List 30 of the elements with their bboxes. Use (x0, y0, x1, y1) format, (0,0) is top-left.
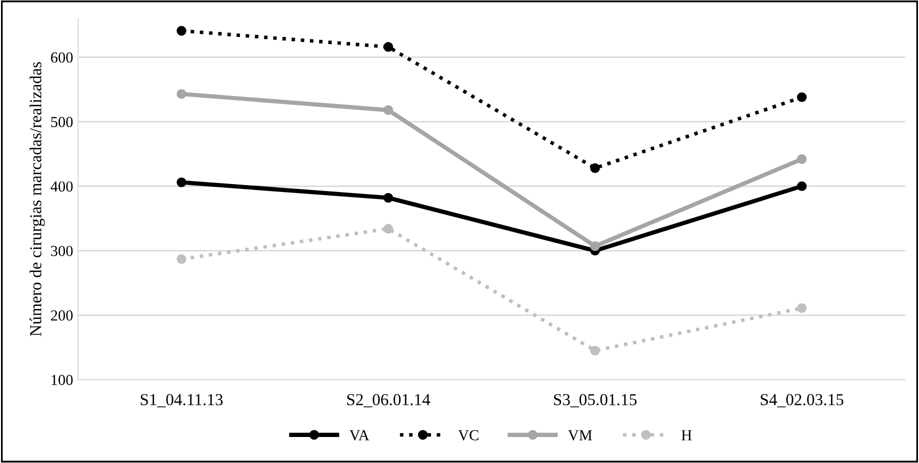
x-tick-label: S4_02.03.15 (760, 394, 844, 408)
y-tick-label: 600 (50, 52, 73, 63)
point (176, 177, 186, 188)
x-tick-label: S1_04.11.13 (140, 394, 223, 408)
point (176, 254, 186, 264)
point (796, 303, 807, 313)
y-tick-label: 500 (51, 116, 73, 128)
legend-label: VC (458, 430, 478, 440)
point (383, 42, 394, 52)
legend-label: VM (568, 430, 592, 440)
legend-label: VA (349, 430, 370, 440)
y-tick-label: 100 (52, 374, 73, 386)
y-tick-label: 400 (50, 181, 73, 192)
y-tick-label: 200 (51, 310, 73, 321)
point (383, 224, 394, 234)
point (796, 92, 807, 102)
point (796, 181, 807, 192)
point (176, 26, 186, 36)
point (590, 163, 600, 173)
point (590, 241, 600, 252)
point (590, 346, 600, 356)
point (383, 105, 394, 115)
legend-label: H (682, 430, 692, 440)
y-tick-label: 300 (51, 246, 73, 256)
point (383, 192, 394, 203)
x-tick-label: S3_05.01.15 (554, 394, 637, 408)
point (176, 89, 186, 99)
x-tick-label: S2_06.01.14 (347, 394, 430, 408)
y-axis-title: Número de cirurgias marcadas/realizadas (30, 62, 45, 336)
point (796, 154, 807, 164)
